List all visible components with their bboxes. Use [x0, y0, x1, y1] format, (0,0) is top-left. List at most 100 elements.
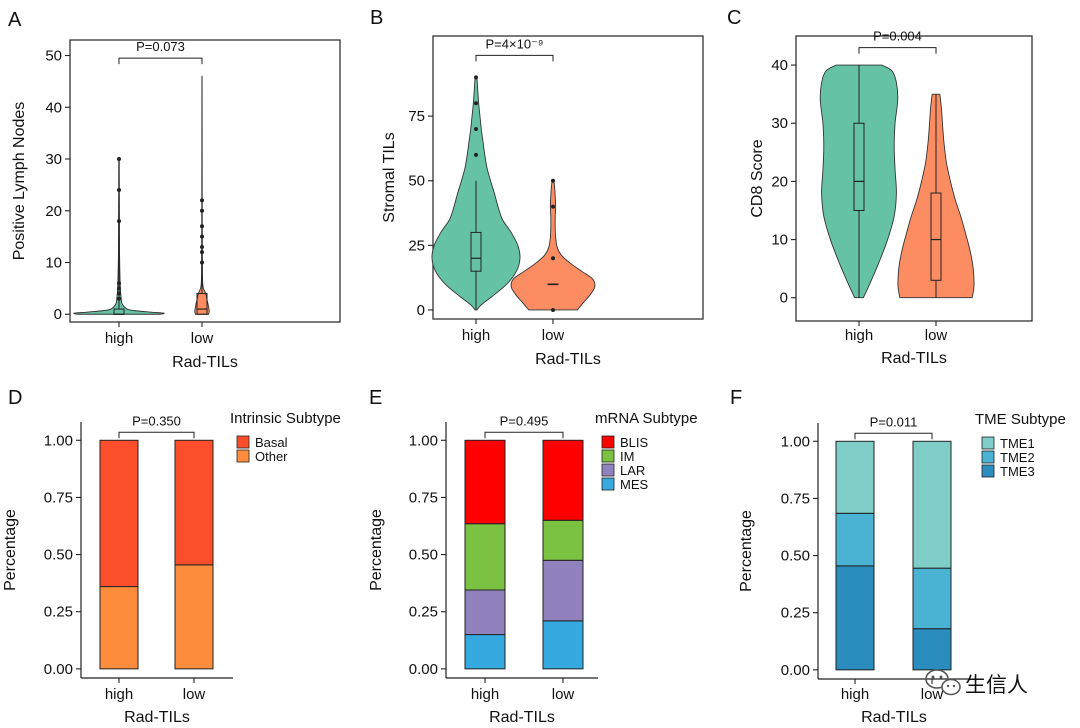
- outlier-point: [551, 204, 555, 209]
- outlier-point: [117, 291, 121, 296]
- panel-letter: D: [8, 387, 22, 409]
- chart-d: D 0.00 0.25 0.50 0.75 1.00 high low Rad-TILs Perc…: [2, 387, 341, 726]
- wechat-icon: [925, 669, 961, 696]
- bar-segment-tme3-low: [912, 628, 952, 671]
- legend-title: TME Subtype: [975, 411, 1066, 428]
- p-value-label: P=0.495: [500, 413, 549, 428]
- significance-bracket: [484, 431, 564, 439]
- panel-letter: E: [369, 387, 382, 409]
- box-iqr: [470, 231, 482, 272]
- violin-low: [897, 93, 975, 299]
- x-tick-label-low: low: [542, 327, 565, 344]
- x-tick-label-high: high: [841, 686, 869, 703]
- bar-segment-tme2-low: [912, 567, 952, 630]
- y-tick-label: 0: [780, 290, 788, 307]
- p-value-label: P=0.073: [136, 39, 185, 54]
- legend-label: Other: [255, 449, 288, 464]
- y-tick-label: 1.00: [409, 432, 438, 449]
- bar-segment-mes-low: [542, 620, 584, 670]
- charts-container: A 0 10 20 30 40 50 high low Rad-TILs Positive Lymp…: [2, 7, 1066, 726]
- p-value-label: P=0.011: [870, 414, 918, 429]
- legend-key: [601, 463, 615, 477]
- x-tick-label-low: low: [183, 686, 206, 703]
- legend-label: MES: [620, 477, 649, 492]
- plot-frame: [795, 35, 1033, 322]
- legend-key: [981, 450, 995, 464]
- chart-a: A 0 10 20 30 40 50 high low Rad-TILs Positive Lymp…: [8, 9, 341, 371]
- legend-key: [236, 449, 250, 463]
- legend-label: TME2: [1000, 450, 1035, 465]
- legend-label: IM: [620, 449, 634, 464]
- x-tick-label-low: low: [191, 330, 214, 347]
- bar-segment-tme2-high: [835, 512, 875, 567]
- x-tick-label-high: high: [845, 327, 873, 344]
- bar-segment-other-low: [174, 564, 214, 670]
- outlier-point: [551, 256, 555, 261]
- legend-title: mRNA Subtype: [595, 410, 698, 427]
- panel-letter: F: [730, 387, 742, 409]
- y-tick-label: 0.75: [409, 489, 438, 506]
- y-tick-label: 10: [771, 232, 788, 249]
- p-value-label: P=0.350: [132, 413, 181, 428]
- outlier-point: [551, 307, 555, 312]
- y-tick-label: 20: [45, 203, 62, 220]
- outlier-point: [200, 234, 204, 239]
- y-axis-title: Stromal TILs: [381, 132, 398, 222]
- chart-e: E 0.00 0.25 0.50 0.75 1.00 high low Rad-TILs Perc…: [368, 387, 698, 726]
- y-tick-label: 10: [45, 254, 62, 271]
- outlier-point: [474, 152, 478, 157]
- legend-label: LAR: [620, 463, 645, 478]
- legend-label: TME1: [1000, 436, 1035, 451]
- x-axis-title: Rad-TILs: [172, 354, 238, 371]
- panel-letter: A: [8, 9, 22, 31]
- outlier-point: [117, 219, 121, 224]
- y-tick-label: 20: [771, 173, 788, 190]
- x-axis-title: Rad-TILs: [861, 709, 927, 726]
- plot-frame: [432, 35, 704, 320]
- chart-b: B 0 25 50 75 high low Rad-TILs Stromal TILs P=4×1…: [370, 7, 704, 368]
- x-tick-label-low: low: [925, 327, 948, 344]
- bar-segment-blis-low: [542, 439, 584, 521]
- y-tick-label: 0.25: [409, 604, 438, 621]
- watermark-text: 生信人: [965, 674, 1028, 697]
- y-axis-title: Percentage: [2, 509, 19, 591]
- bar-segment-mes-high: [464, 634, 506, 670]
- y-tick-label: 0.50: [44, 547, 73, 564]
- outlier-point: [200, 244, 204, 249]
- panel-letter: C: [727, 7, 741, 29]
- x-tick-label-high: high: [105, 330, 133, 347]
- y-axis-title: Percentage: [368, 509, 385, 591]
- legend-key: [981, 436, 995, 450]
- watermark: 生信人: [925, 669, 1028, 697]
- y-tick-label: 0: [417, 302, 425, 319]
- x-axis-title: Rad-TILs: [535, 351, 601, 368]
- bar-segment-basal-high: [99, 439, 139, 588]
- outlier-point: [117, 281, 121, 286]
- y-axis-title: Percentage: [738, 510, 755, 592]
- bar-segment-other-high: [99, 586, 139, 670]
- outlier-point: [117, 286, 121, 291]
- box-iqr: [196, 293, 208, 315]
- p-value-label: P=0.004: [873, 29, 922, 44]
- chart-f: F 0.00 0.25 0.50 0.75 1.00 high low Rad-TILs Perc…: [730, 387, 1066, 726]
- plot-frame: [69, 39, 341, 323]
- outlier-point: [200, 250, 204, 255]
- legend-key: [236, 435, 250, 449]
- significance-bracket: [854, 432, 933, 440]
- y-tick-label: 25: [408, 237, 425, 254]
- outlier-point: [474, 75, 478, 80]
- y-tick-label: 0.75: [781, 490, 810, 507]
- box-iqr: [930, 192, 942, 281]
- x-axis-title: Rad-TILs: [124, 709, 190, 726]
- bar-segment-tme1-low: [912, 440, 952, 569]
- y-tick-label: 0: [54, 306, 62, 323]
- y-tick-label: 30: [45, 151, 62, 168]
- legend-label: BLIS: [620, 435, 649, 450]
- y-tick-label: 40: [771, 57, 788, 74]
- x-tick-label-high: high: [462, 327, 490, 344]
- y-tick-label: 0.75: [44, 489, 73, 506]
- panel-letter: B: [370, 7, 383, 29]
